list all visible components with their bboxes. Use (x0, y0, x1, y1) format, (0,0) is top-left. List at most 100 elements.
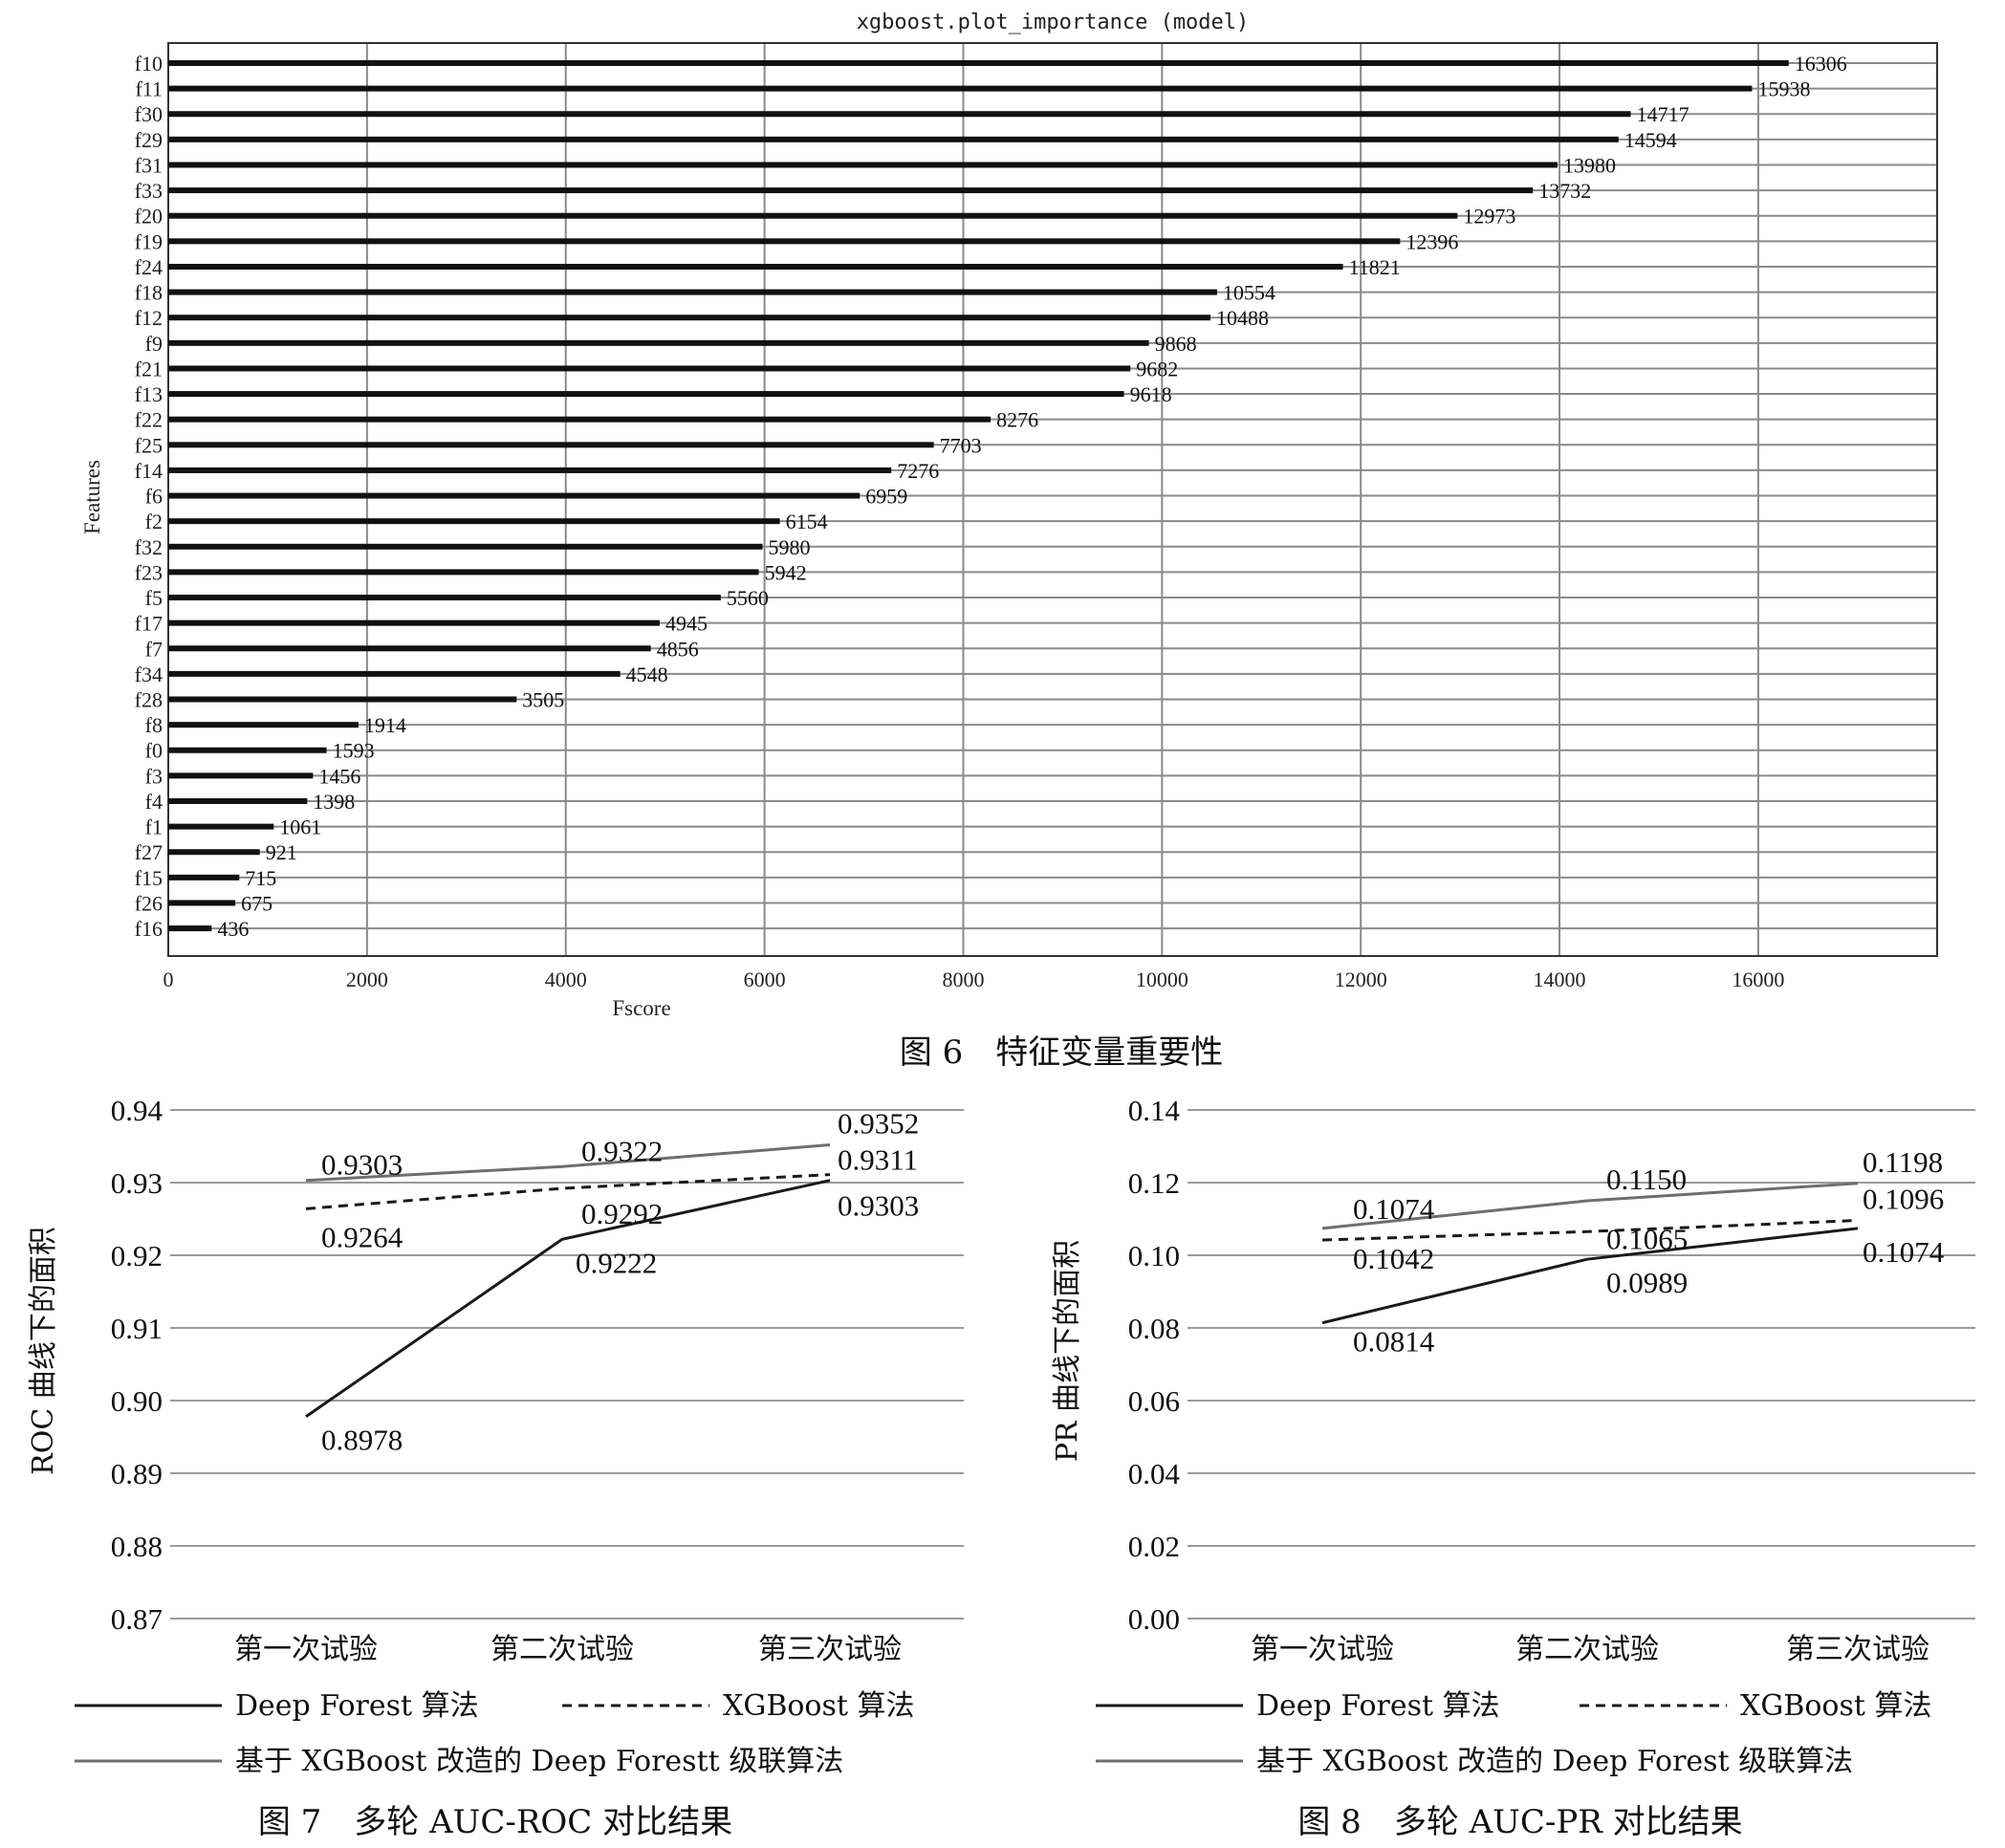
bar (168, 543, 763, 550)
x-tick-label: 10000 (1136, 967, 1188, 991)
bar-data-label: 7703 (940, 433, 982, 457)
bar (168, 722, 359, 728)
y-tick-label: f22 (135, 408, 163, 432)
bar-data-label: 436 (217, 917, 249, 941)
y-tick-label: f2 (145, 510, 163, 533)
bar (168, 187, 1534, 194)
y-tick-label: 0.04 (1128, 1457, 1181, 1490)
y-tick-label: f8 (145, 713, 163, 737)
x-tick-label: 0 (163, 967, 174, 991)
bar (168, 645, 651, 652)
y-tick-label: f3 (145, 764, 163, 788)
y-tick-label: f10 (135, 52, 163, 76)
bar (168, 747, 327, 753)
bar (168, 212, 1458, 219)
bar (168, 823, 274, 830)
legend-label: 基于 XGBoost 改造的 Deep Forestt 级联算法 (235, 1745, 843, 1778)
bar-data-label: 9682 (1136, 357, 1178, 380)
y-tick-label: f5 (145, 586, 163, 610)
bar (168, 111, 1631, 118)
bar (168, 365, 1131, 372)
y-tick-label: f24 (135, 255, 163, 279)
x-tick-label: 第一次试验 (1251, 1633, 1394, 1666)
bar-data-label: 3505 (522, 688, 564, 712)
bar (168, 925, 212, 932)
bar-data-label: 921 (266, 840, 297, 864)
legend-label: XGBoost 算法 (1740, 1689, 1931, 1723)
figure-caption: 图 8 多轮 AUC-PR 对比结果 (1297, 1803, 1742, 1841)
bar (168, 696, 517, 703)
y-tick-label: 0.14 (1128, 1094, 1181, 1127)
bar-data-label: 1398 (313, 790, 355, 814)
y-tick-label: 0.06 (1128, 1384, 1180, 1418)
bar-data-label: 4945 (665, 612, 708, 636)
bar (168, 416, 992, 423)
y-tick-label: 0.87 (111, 1602, 163, 1636)
series-line (305, 1142, 831, 1183)
y-tick-label: f16 (135, 917, 163, 941)
series-line (1321, 1219, 1859, 1242)
bar (168, 238, 1401, 245)
legend-label: 基于 XGBoost 改造的 Deep Forest 级联算法 (1256, 1745, 1853, 1778)
y-tick-label: f6 (145, 485, 163, 509)
bar (168, 900, 236, 906)
y-tick-label: f4 (145, 790, 163, 814)
point-data-label: 0.9222 (576, 1246, 657, 1279)
y-tick-label: 0.94 (111, 1094, 163, 1127)
y-tick-label: f17 (135, 612, 163, 636)
y-tick-label: f33 (135, 179, 163, 203)
y-tick-label: f30 (135, 102, 163, 126)
x-tick-label: 16000 (1732, 967, 1784, 991)
y-tick-label: f28 (135, 688, 163, 712)
bar-data-label: 14594 (1624, 128, 1677, 152)
chart-title: xgboost.plot_importance (model) (857, 11, 1250, 34)
y-tick-label: f13 (135, 382, 163, 406)
y-axis-label: PR 曲线下的面积 (1051, 1240, 1084, 1462)
bar-data-label: 6959 (865, 485, 907, 509)
bar (168, 874, 240, 881)
y-tick-label: 0.90 (111, 1384, 163, 1418)
y-tick-label: f32 (135, 535, 163, 559)
y-tick-label: f9 (145, 332, 163, 356)
figure-caption: 图 7 多轮 AUC-ROC 对比结果 (258, 1803, 732, 1841)
y-axis-label: ROC 曲线下的面积 (27, 1227, 60, 1475)
y-tick-label: f34 (135, 663, 163, 686)
bar (168, 85, 1753, 92)
bar (168, 595, 721, 601)
series-line (305, 1173, 831, 1210)
x-axis-label: Fscore (612, 996, 670, 1020)
series-line (1321, 1227, 1859, 1325)
bar (168, 569, 759, 576)
point-data-label: 0.1074 (1353, 1192, 1435, 1226)
feature-importance-chart: xgboost.plot_importance (model) 0 2000 4000… (80, 11, 1938, 1071)
y-tick-label: f27 (135, 840, 163, 864)
point-data-label: 0.0814 (1353, 1325, 1435, 1359)
bar (168, 492, 861, 499)
point-data-label: 0.9352 (838, 1106, 919, 1140)
point-data-label: 0.1198 (1863, 1145, 1943, 1179)
bar (168, 136, 1619, 142)
y-axis-label: Features (80, 460, 104, 534)
y-tick-label: f25 (135, 433, 163, 457)
y-tick-label: f26 (135, 891, 163, 915)
point-data-label: 0.1150 (1606, 1163, 1687, 1196)
x-tick-label: 2000 (346, 967, 388, 991)
bar-data-label: 13980 (1563, 153, 1616, 177)
x-tick-label: 第二次试验 (1515, 1633, 1659, 1666)
y-tick-label: 0.00 (1128, 1602, 1180, 1636)
point-data-label: 0.9303 (321, 1148, 403, 1182)
y-tick-label: 0.08 (1128, 1312, 1180, 1345)
point-data-label: 0.1096 (1863, 1183, 1944, 1216)
bar-data-label: 16306 (1795, 52, 1847, 76)
y-tick-label: 0.93 (111, 1166, 163, 1200)
plot-frame (167, 42, 1938, 957)
point-data-label: 0.9264 (321, 1220, 403, 1253)
point-data-label: 0.9292 (581, 1197, 663, 1230)
y-tick-label: 0.88 (111, 1530, 163, 1563)
bar-data-label: 11821 (1349, 255, 1401, 279)
bar-data-label: 4548 (626, 663, 668, 686)
bar-data-label: 14717 (1637, 102, 1689, 126)
legend-label: Deep Forest 算法 (1256, 1689, 1500, 1723)
bar (168, 670, 621, 677)
bar (168, 263, 1343, 270)
